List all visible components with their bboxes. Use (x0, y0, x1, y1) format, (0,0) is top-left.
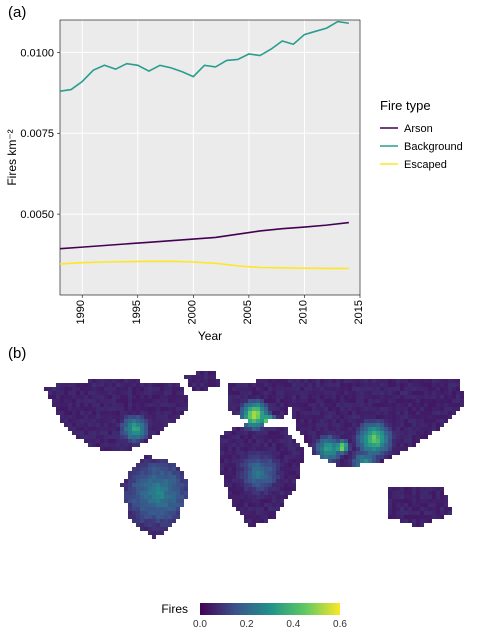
svg-text:Fire type: Fire type (380, 98, 431, 113)
svg-text:0.6: 0.6 (333, 619, 347, 627)
svg-text:0.2: 0.2 (240, 619, 254, 627)
svg-text:Escaped: Escaped (404, 159, 447, 171)
svg-text:Arson: Arson (404, 123, 433, 135)
panel-a-label: (a) (8, 4, 26, 21)
panel-b-label: (b) (8, 345, 26, 362)
panel-a: (a) 0.0050 0.0075 0.0100 1990 1995 2000 2005 20… (0, 0, 500, 345)
svg-text:2015: 2015 (353, 300, 365, 324)
svg-text:0.0: 0.0 (193, 619, 207, 627)
svg-text:2005: 2005 (242, 300, 254, 324)
svg-text:Fires km⁻²: Fires km⁻² (5, 129, 19, 185)
svg-text:0.4: 0.4 (286, 619, 300, 627)
svg-text:Fires: Fires (161, 602, 188, 616)
world-heatmap: Fires 0.0 0.2 0.4 0.6 (0, 345, 500, 627)
svg-text:0.0100: 0.0100 (20, 47, 54, 59)
svg-text:Background: Background (404, 141, 463, 153)
svg-text:Year: Year (198, 329, 222, 343)
svg-text:2000: 2000 (186, 300, 198, 324)
svg-text:0.0050: 0.0050 (20, 209, 54, 221)
svg-text:1990: 1990 (75, 300, 87, 324)
svg-text:2010: 2010 (297, 300, 309, 324)
svg-text:0.0075: 0.0075 (20, 128, 54, 140)
svg-text:1995: 1995 (131, 300, 143, 324)
line-chart: 0.0050 0.0075 0.0100 1990 1995 2000 2005 2010 20… (0, 0, 500, 345)
panel-b: (b) Fires 0.0 0.2 0.4 0.6 (0, 345, 500, 627)
